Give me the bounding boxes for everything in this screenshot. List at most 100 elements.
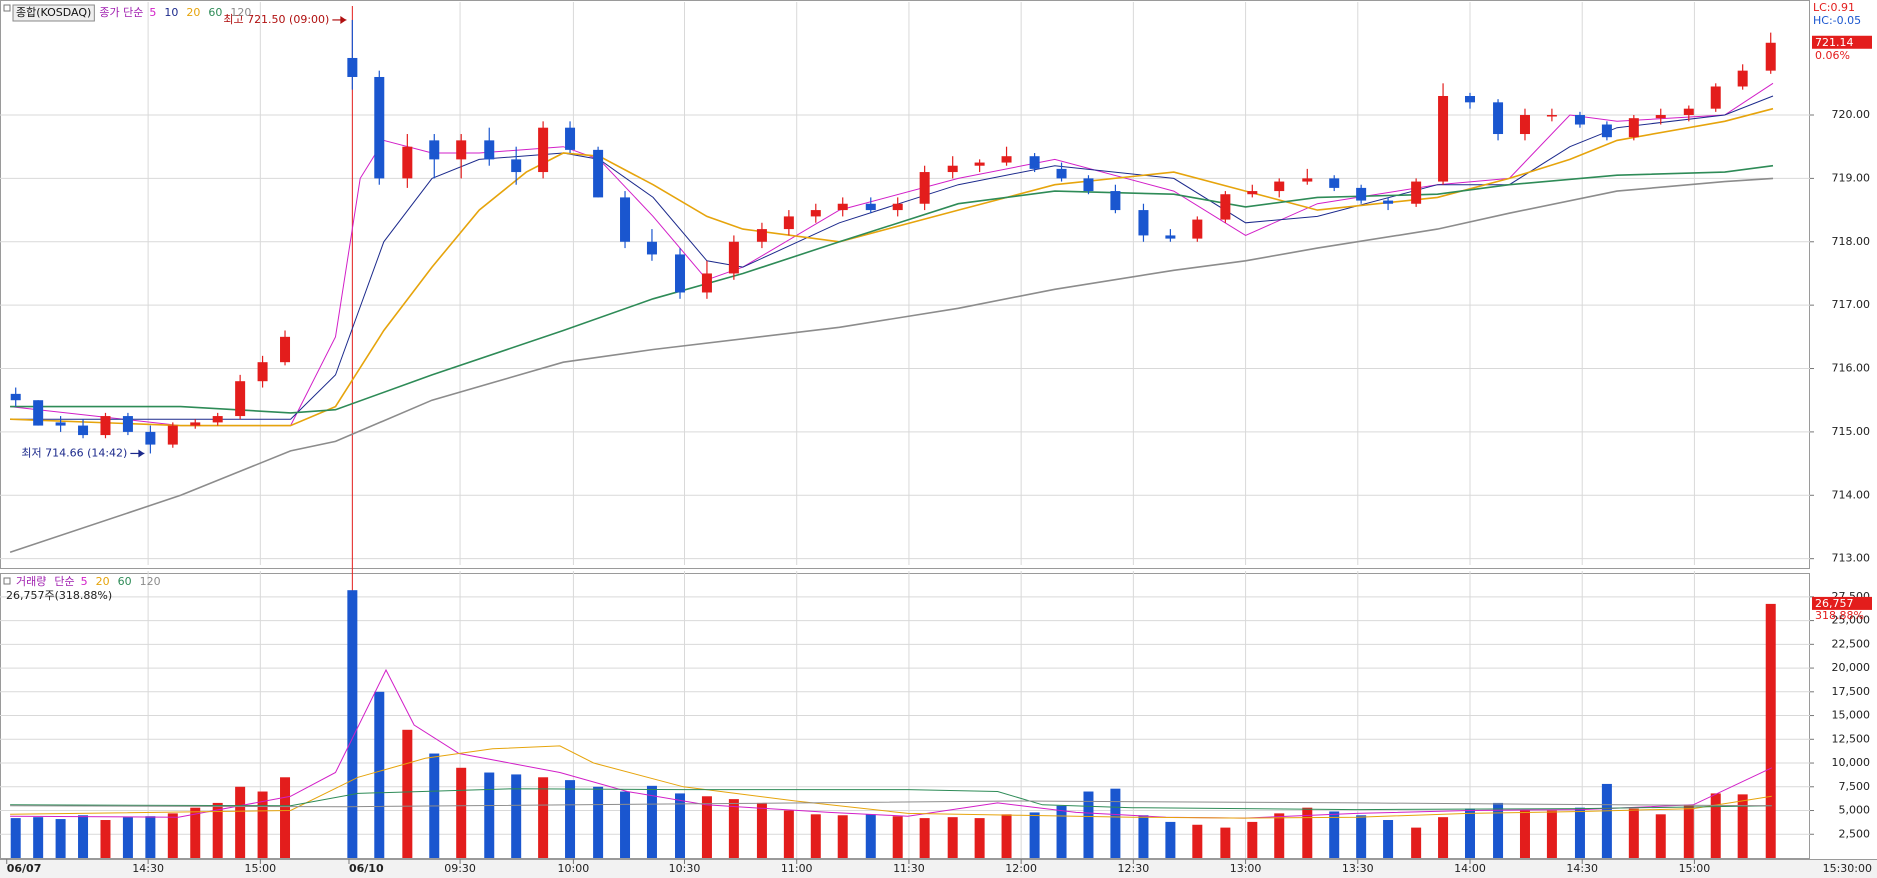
candle-body	[429, 140, 440, 160]
y-tick-label: 17,500	[1832, 685, 1871, 698]
candle-body	[78, 425, 89, 436]
legend-entry: 10	[164, 6, 178, 19]
candle-body	[402, 146, 413, 179]
candle-body	[892, 203, 903, 211]
volume-bar	[1001, 814, 1012, 858]
y-tick-label: 25,000	[1832, 614, 1871, 627]
legend-entry: 5	[81, 575, 88, 588]
x-tick-label: 14:30	[132, 862, 164, 875]
volume-bar	[10, 818, 21, 858]
volume-bar	[1546, 810, 1557, 858]
candle-body	[1165, 235, 1176, 239]
candle-body	[1383, 200, 1394, 204]
moving-average-line	[10, 95, 1774, 420]
volume-bar	[100, 820, 111, 858]
candle-body	[55, 422, 66, 426]
price-panel-frame	[0, 0, 1810, 569]
annotation-label: 최고 721.50 (09:00)	[223, 13, 329, 26]
y-tick-label: 718.00	[1832, 235, 1871, 248]
volume-bar	[974, 818, 985, 858]
legend-icon	[3, 577, 11, 585]
y-tick-label: 714.00	[1832, 488, 1871, 501]
legend-title-box	[12, 4, 95, 22]
volume-bar	[1192, 824, 1203, 858]
candle-body	[1247, 191, 1258, 195]
volume-bar	[892, 816, 903, 858]
moving-average-line	[9, 177, 1774, 554]
volume-bar	[1628, 808, 1639, 858]
candle-body	[167, 425, 178, 445]
candle-body	[565, 127, 576, 150]
x-tick-label: 15:00	[1679, 862, 1711, 875]
legend-entry: 60	[118, 575, 132, 588]
x-tick-label: 15:00	[244, 862, 276, 875]
volume-bar	[538, 777, 549, 858]
candle-body	[10, 393, 21, 401]
candle-body	[1138, 210, 1149, 236]
volume-bar	[1438, 817, 1449, 858]
candle-body	[1493, 102, 1504, 135]
legend-entry: 120	[140, 575, 161, 588]
volume-bar	[1765, 603, 1776, 858]
candle-body	[347, 57, 358, 77]
candle-body	[593, 149, 604, 198]
volume-summary: 26,757주(318.88%)	[6, 589, 112, 602]
y-tick-label: 15,000	[1832, 709, 1871, 722]
moving-average-line	[10, 788, 1772, 811]
volume-bar	[1247, 821, 1258, 858]
legend-subtitle: 종가 단순	[99, 6, 143, 19]
last-volume-box	[1812, 596, 1872, 610]
candle-body	[190, 422, 201, 426]
candle-body	[1083, 178, 1094, 192]
candle-body	[1710, 86, 1721, 109]
candle-body	[646, 241, 657, 255]
candle-body	[728, 241, 739, 274]
candle-body	[1411, 181, 1422, 204]
y-tick-label: 715.00	[1832, 425, 1871, 438]
candle-body	[675, 254, 686, 293]
volume-bar	[1029, 812, 1040, 858]
volume-bar	[122, 817, 133, 858]
last-price-label: 721.14	[1815, 36, 1854, 49]
candle-body	[1110, 191, 1121, 211]
candle-body	[1765, 42, 1776, 71]
annotation-arrowhead	[138, 449, 145, 458]
candle-body	[1274, 181, 1285, 192]
x-tick-label: 12:00	[1005, 862, 1037, 875]
candle-body	[837, 203, 848, 211]
volume-bar	[1519, 810, 1530, 858]
volume-bar	[167, 813, 178, 858]
volume-bar	[1737, 794, 1748, 858]
candle-body	[865, 203, 876, 211]
volume-bar	[675, 793, 686, 858]
candle-body	[212, 416, 223, 423]
volume-bar	[456, 767, 467, 858]
volume-bar	[1110, 788, 1121, 858]
volume-bar	[1083, 791, 1094, 858]
volume-bar	[837, 815, 848, 858]
x-tick-label: 13:30	[1342, 862, 1374, 875]
candle-body	[280, 336, 291, 363]
volume-bar	[235, 786, 246, 858]
candle-body	[919, 172, 930, 204]
volume-bar	[1411, 827, 1422, 858]
candle-body	[100, 416, 111, 436]
candle-body	[974, 162, 985, 166]
candle-body	[374, 76, 385, 179]
y-tick-label: 713.00	[1832, 552, 1871, 565]
x-tick-label: 10:00	[558, 862, 590, 875]
hc-label: HC:-0.05	[1813, 14, 1861, 27]
y-tick-label: 717.00	[1832, 298, 1871, 311]
volume-bar	[1464, 808, 1475, 858]
volume-bar	[1655, 814, 1666, 858]
volume-bar	[646, 785, 657, 858]
legend-entry: 20	[186, 6, 200, 19]
candle-body	[701, 273, 712, 293]
volume-bar	[374, 691, 385, 858]
legend-entry: 5	[149, 6, 156, 19]
y-tick-label: 5,000	[1839, 804, 1871, 817]
volume-bar	[728, 799, 739, 858]
x-tick-label: 06/07	[7, 862, 42, 875]
